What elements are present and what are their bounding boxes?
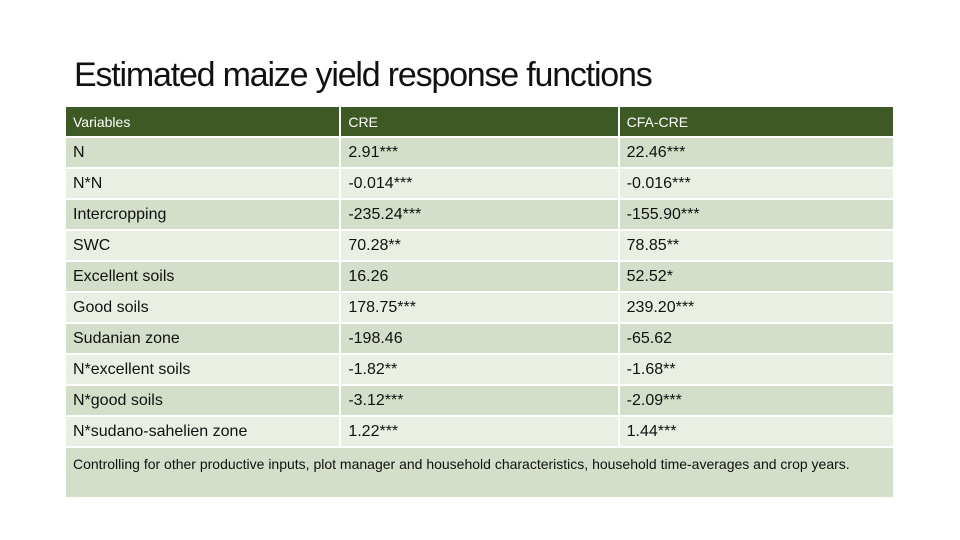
table-cell: N*good soils	[66, 386, 340, 415]
table-cell: Intercropping	[66, 200, 340, 229]
table-cell: 16.26	[341, 262, 618, 291]
table-cell: 70.28**	[341, 231, 618, 260]
table-row: N*excellent soils -1.82** -1.68**	[66, 355, 893, 384]
table-cell: -0.014***	[341, 169, 618, 198]
table-cell: 239.20***	[619, 293, 893, 322]
table-cell: -235.24***	[341, 200, 618, 229]
table-cell: Good soils	[66, 293, 340, 322]
table-cell: 52.52*	[619, 262, 893, 291]
table-cell: Excellent soils	[66, 262, 340, 291]
table-row: N 2.91*** 22.46***	[66, 138, 893, 167]
table-cell: 78.85**	[619, 231, 893, 260]
table-row: Intercropping -235.24*** -155.90***	[66, 200, 893, 229]
table-cell: 22.46***	[619, 138, 893, 167]
table-note: Controlling for other productive inputs,…	[66, 448, 893, 497]
header-cell: CRE	[341, 107, 618, 136]
header-row: Variables CRE CFA-CRE	[66, 107, 893, 136]
table-cell: 2.91***	[341, 138, 618, 167]
header-cell: CFA-CRE	[619, 107, 893, 136]
table-cell: N*sudano-sahelien zone	[66, 417, 340, 446]
table-cell: N*N	[66, 169, 340, 198]
table-row: Good soils 178.75*** 239.20***	[66, 293, 893, 322]
table-row: N*N -0.014*** -0.016***	[66, 169, 893, 198]
table-cell: 1.44***	[619, 417, 893, 446]
table-cell: -2.09***	[619, 386, 893, 415]
header-cell: Variables	[66, 107, 340, 136]
table-cell: 178.75***	[341, 293, 618, 322]
table-cell: N*excellent soils	[66, 355, 340, 384]
slide-title: Estimated maize yield response functions	[74, 56, 653, 94]
table-cell: -198.46	[341, 324, 618, 353]
table-cell: -3.12***	[341, 386, 618, 415]
table-cell: Sudanian zone	[66, 324, 340, 353]
table-row: N*sudano-sahelien zone 1.22*** 1.44***	[66, 417, 893, 446]
table-row: SWC 70.28** 78.85**	[66, 231, 893, 260]
table-cell: SWC	[66, 231, 340, 260]
table: Variables CRE CFA-CRE N 2.91*** 22.46*** N*N -0…	[66, 107, 893, 497]
table-cell: -0.016***	[619, 169, 893, 198]
table-row: N*good soils -3.12*** -2.09***	[66, 386, 893, 415]
table-row: Excellent soils 16.26 52.52*	[66, 262, 893, 291]
table-cell: -65.62	[619, 324, 893, 353]
table-cell: -1.82**	[341, 355, 618, 384]
table-cell: -155.90***	[619, 200, 893, 229]
table-row: Sudanian zone -198.46 -65.62	[66, 324, 893, 353]
table-cell: -1.68**	[619, 355, 893, 384]
table-cell: N	[66, 138, 340, 167]
table-cell: 1.22***	[341, 417, 618, 446]
